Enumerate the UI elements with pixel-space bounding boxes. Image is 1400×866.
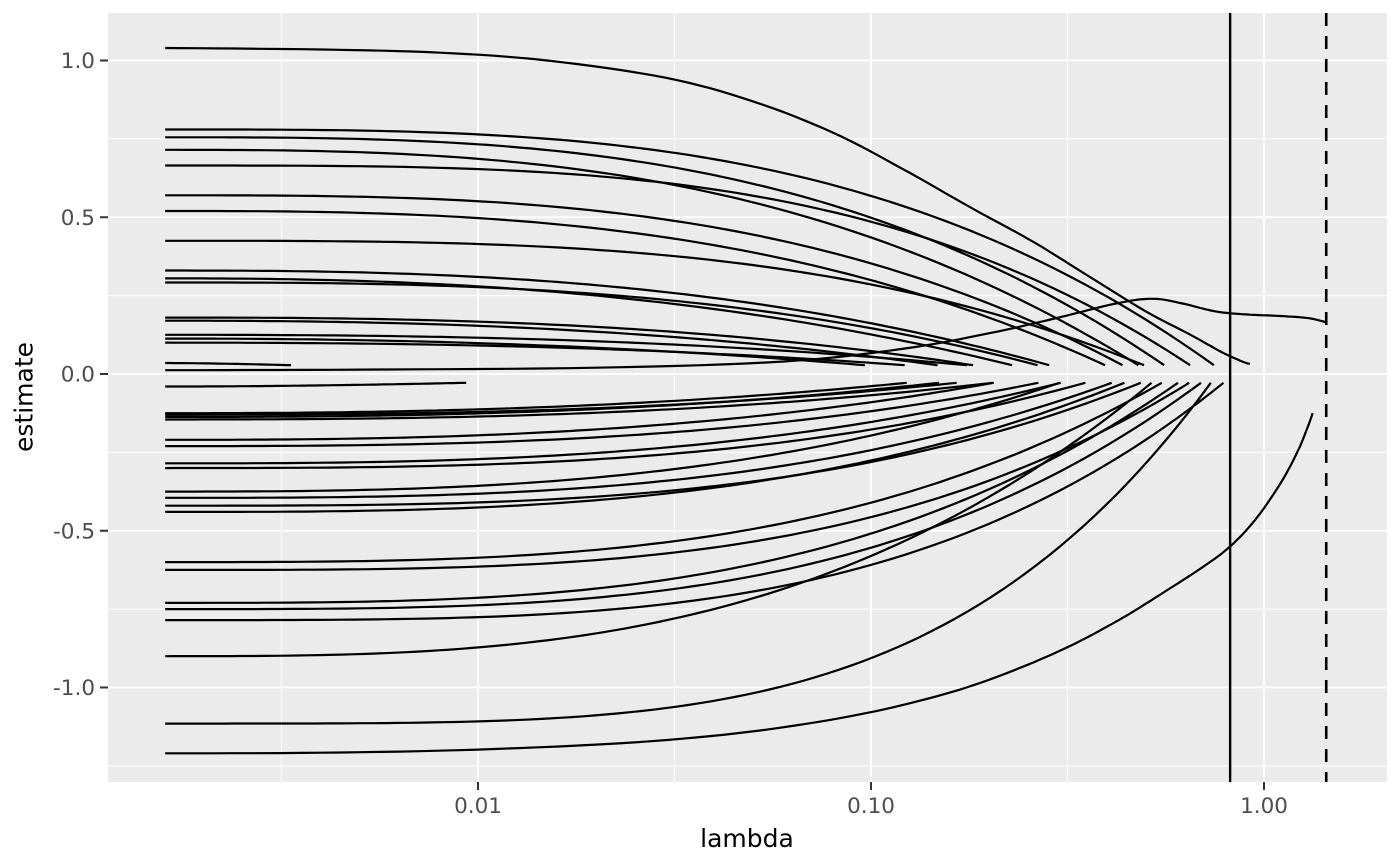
- major-gridlines: [108, 13, 1387, 782]
- coefficient-path: [165, 381, 1225, 622]
- coefficient-path: [165, 381, 1039, 448]
- coefficient-path: [165, 381, 1190, 572]
- coefficient-path: [165, 381, 1086, 470]
- coefficient-path: [165, 164, 1191, 367]
- lowest-negative-path: [165, 412, 1314, 755]
- coefficient-path: [165, 381, 1179, 605]
- y-axis-title: estimate: [9, 341, 39, 453]
- coefficient-path: [165, 381, 1153, 658]
- coefficient-path: [165, 382, 1212, 725]
- coefficient-path: [165, 381, 1142, 507]
- x-axis-title: lambda: [700, 824, 794, 853]
- coefficient-path: [165, 319, 938, 367]
- coefficient-path: [165, 381, 994, 441]
- coefficient-path: [165, 277, 1013, 367]
- coefficient-path: [165, 316, 974, 367]
- coefficient-path: [165, 269, 1050, 367]
- coefficient-path: [165, 361, 291, 367]
- x-tick-label: 0.01: [454, 794, 502, 819]
- coefficient-path: [165, 381, 467, 388]
- largest-positive-path: [165, 46, 1251, 366]
- coefficient-path: [165, 381, 907, 415]
- coefficient-path: [165, 381, 1163, 564]
- coefficient-path: [165, 239, 1145, 367]
- plot-panel: [108, 13, 1387, 782]
- y-tick-label: -1.0: [53, 676, 95, 701]
- x-axis-tick-labels: 0.01 0.10 1.00: [454, 794, 1288, 819]
- coefficient-path: [165, 381, 940, 418]
- y-tick-label: 0.5: [61, 206, 95, 231]
- coefficient-path: [165, 281, 1038, 367]
- coefficient-path: [165, 381, 1113, 499]
- coefficient-path: [165, 194, 1124, 367]
- x-tick-label: 0.10: [847, 794, 895, 819]
- y-axis-tick-labels: 1.0 0.5 0.0 -0.5 -1.0: [53, 49, 95, 701]
- coefficient-path: [165, 333, 968, 367]
- coefficient-path: [165, 128, 1215, 367]
- y-tick-label: 1.0: [61, 49, 95, 74]
- coefficient-path: [165, 381, 1061, 493]
- x-tick-label: 1.00: [1240, 794, 1288, 819]
- coefficient-path: [165, 381, 1125, 513]
- coefficient-paths: [165, 46, 1327, 755]
- axis-ticks: [100, 59, 1265, 790]
- hump-path-to-dashed-line: [165, 297, 1327, 372]
- y-tick-label: 0.0: [61, 363, 95, 388]
- coefficient-path: [165, 381, 1061, 465]
- y-tick-label: -0.5: [53, 519, 95, 544]
- coefficient-path: [165, 136, 1165, 367]
- coefficient-path: [165, 381, 994, 421]
- coefficient-path: [165, 209, 1106, 367]
- coefficient-path: [165, 381, 1202, 611]
- coefficient-path: [165, 341, 905, 367]
